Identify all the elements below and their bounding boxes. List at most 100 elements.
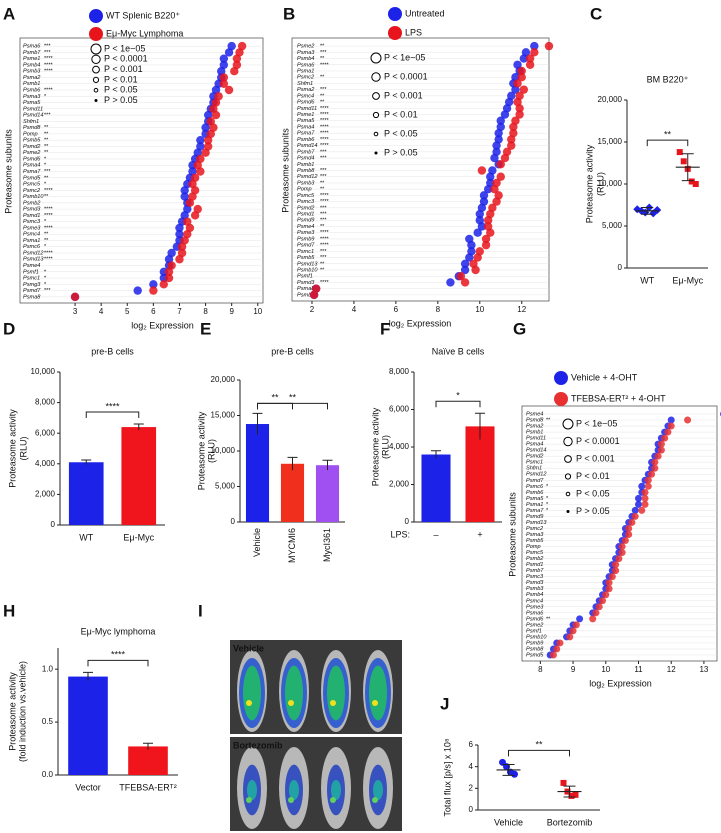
dot <box>219 54 229 63</box>
signal <box>243 665 261 721</box>
gene-label: Psmb1 <box>526 430 543 436</box>
gene-label: Psmd11 <box>297 106 317 112</box>
dot <box>456 272 466 281</box>
dot <box>477 222 487 231</box>
x-tick-label: WT <box>640 275 654 285</box>
p-legend-swatch <box>91 54 101 64</box>
dot <box>634 494 642 502</box>
gene-label: Psmd9 <box>526 514 543 520</box>
x-tick-label: 9 <box>229 307 234 316</box>
panel-letter: H <box>3 601 15 620</box>
significance-label: **** <box>320 137 330 143</box>
dot <box>446 278 455 287</box>
gene-label: Psma4 <box>526 442 543 448</box>
dot <box>492 197 501 206</box>
chart-title: Eμ-Myc lymphoma <box>81 626 156 636</box>
p-legend-swatch <box>566 510 570 513</box>
gene-label: Psmb4 <box>23 62 40 68</box>
dot <box>70 292 80 302</box>
significance-label: ** <box>44 131 49 137</box>
dot <box>519 85 529 94</box>
gene-label: Psmc3 <box>526 574 544 580</box>
dot <box>628 518 636 526</box>
dot <box>164 273 174 283</box>
significance-label: ** <box>320 93 325 99</box>
gene-label: Psmb5 <box>297 255 315 261</box>
p-legend-label: P < 0.001 <box>576 453 615 463</box>
dot <box>602 591 610 599</box>
dot <box>500 110 510 119</box>
significance-bracket <box>257 402 328 410</box>
y-axis-label: Proteasome subunits <box>280 128 290 213</box>
point <box>560 779 567 786</box>
dot <box>232 54 242 63</box>
dot <box>599 597 607 605</box>
significance-label: ** <box>44 150 49 156</box>
gene-label: Psma5 <box>23 100 41 106</box>
gene-label: Psmd7 <box>297 243 315 249</box>
y-tick-label: 15,000 <box>598 137 623 146</box>
panel-letter: C <box>590 4 602 23</box>
p-legend-swatch <box>373 131 379 137</box>
significance-label: * <box>44 94 47 100</box>
signal <box>288 797 294 803</box>
gene-label: Psmd5 <box>23 175 41 181</box>
gene-label: Psmc5 <box>526 550 544 556</box>
dot <box>509 122 518 132</box>
gene-label: Psma7 <box>526 508 544 514</box>
p-legend-label: P < 0.001 <box>384 90 423 100</box>
y-tick-label: 6 <box>469 740 474 749</box>
error-bar <box>322 459 333 471</box>
p-legend-label: P < 0.01 <box>576 471 610 481</box>
significance-label: **** <box>320 230 330 236</box>
significance-label: *** <box>320 174 327 180</box>
error-bar <box>143 742 153 750</box>
point <box>688 178 695 185</box>
p-legend-swatch <box>562 418 574 430</box>
gene-label: Psmb5 <box>23 138 41 144</box>
p-legend-swatch <box>564 455 572 463</box>
gene-label: Psma8 <box>23 294 41 300</box>
significance-label: ** <box>44 144 49 150</box>
dot <box>159 280 169 289</box>
dot <box>483 184 493 194</box>
p-legend-swatch <box>564 473 572 480</box>
y-tick-label: 0.5 <box>42 717 54 726</box>
significance-label: *** <box>44 44 51 50</box>
x-tick-label: 4 <box>99 307 104 316</box>
dot <box>149 280 158 289</box>
dot <box>608 573 616 581</box>
y-tick-label: 0.0 <box>42 770 54 779</box>
dot <box>667 416 675 424</box>
signal <box>330 700 336 706</box>
dot <box>641 488 649 496</box>
gene-label: Psmb2 <box>526 556 544 562</box>
signal <box>289 780 299 800</box>
significance-label: **** <box>320 118 330 124</box>
p-legend-label: P < 0.01 <box>384 109 418 119</box>
plot-frame <box>19 37 264 304</box>
significance-label: * <box>44 282 47 288</box>
dot <box>460 259 470 268</box>
dot <box>519 54 529 63</box>
gene-label: Psme3 <box>297 230 315 236</box>
significance-label: **** <box>44 62 54 68</box>
y-tick-label: 0 <box>51 520 56 529</box>
p-legend-label: P < 0.05 <box>104 85 138 95</box>
gene-label: Psmd6 <box>297 100 315 106</box>
dot <box>507 141 516 150</box>
panel-letter: G <box>513 319 526 338</box>
significance-label: * <box>546 496 549 502</box>
gene-label: Psmc2 <box>526 526 544 532</box>
significance-label: **** <box>44 257 54 263</box>
legend-swatch <box>388 26 402 40</box>
gene-label: Psmd14 <box>297 143 318 149</box>
gene-label: Psmd4 <box>297 156 314 162</box>
y-axis-label: Proteasome activity <box>7 409 17 488</box>
dot <box>175 255 184 264</box>
gene-label: Psmd1 <box>23 213 40 219</box>
gene-label: Psmd1 <box>526 562 543 568</box>
p-legend-swatch <box>371 72 381 82</box>
panel-letter: I <box>198 601 203 620</box>
y-tick-label: 6,000 <box>35 428 56 437</box>
